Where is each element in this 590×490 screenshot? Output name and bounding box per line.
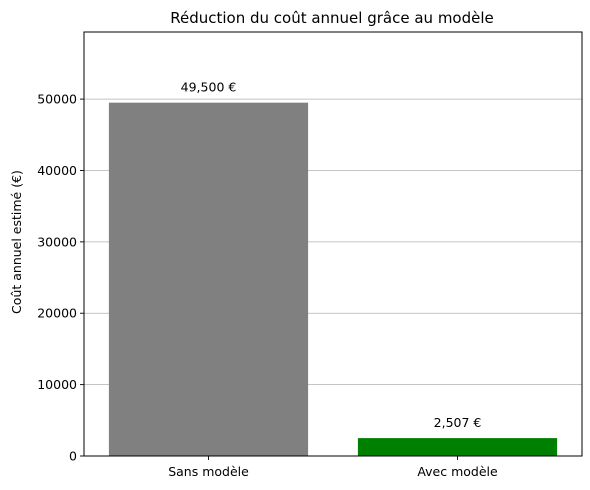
y-tick-label-0: 0: [69, 449, 77, 464]
data-labels: 49,500 € 2,507 €: [181, 80, 482, 430]
y-tick-label-5: 50000: [37, 92, 77, 107]
data-label-1: 2,507 €: [434, 415, 482, 430]
y-tick-label-4: 40000: [37, 163, 77, 178]
x-tick-label-0: Sans modèle: [168, 464, 249, 479]
bars: [108, 102, 558, 457]
y-axis-label: Coût annuel estimé (€): [9, 170, 24, 314]
y-tick-label-1: 10000: [37, 377, 77, 392]
x-tick-label-1: Avec modèle: [417, 464, 498, 479]
data-label-0: 49,500 €: [181, 80, 237, 95]
plot-frame: [83, 31, 583, 457]
y-tick-label-2: 20000: [37, 306, 77, 321]
axes: Sans modèle Avec modèle 0 10000 20000 30000 40…: [37, 31, 583, 479]
bar-0: [108, 102, 309, 457]
chart-title: Réduction du coût annuel grâce au modèle: [170, 9, 494, 27]
bar-1: [357, 438, 558, 456]
y-tick-label-3: 30000: [37, 234, 77, 249]
